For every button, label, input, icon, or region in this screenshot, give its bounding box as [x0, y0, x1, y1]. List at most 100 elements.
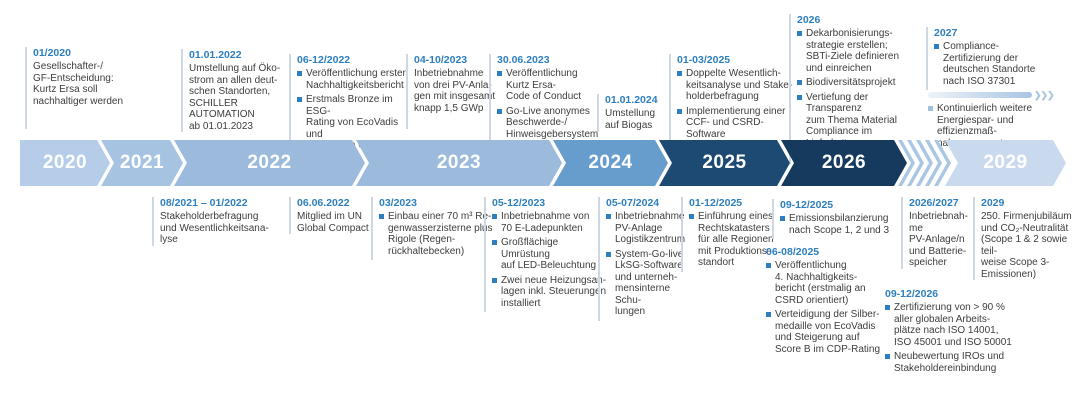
milestone-text: Zertifizierung von > 90 % aller globalen… [894, 302, 1012, 348]
milestone-date: 06-08/2025 [766, 246, 820, 258]
milestone-date: 01-03/2025 [677, 54, 731, 66]
milestone-text: Einführung eines Rechtskatasters für all… [698, 211, 774, 268]
milestone-block-01-2020: 01/2020 Gesellschafter-/ GF-Entscheidung… [25, 47, 143, 129]
milestone-text: Compliance- Zertifizierung der deutschen… [943, 41, 1036, 87]
bullet-square-icon [780, 216, 785, 221]
milestone-item: Inbetriebnahme PV-Anlage Logistikzentrum [606, 211, 692, 246]
milestone-text: Mitglied im UN Global Compact [297, 211, 369, 234]
bullet-square-icon [677, 108, 682, 114]
milestone-date: 04-10/2023 [414, 54, 468, 66]
milestone-text: Inbetriebnah- me PV-Anlage/n und Batteri… [909, 211, 968, 268]
milestone-item: Dekarbonisierungs- strategie erstellen; … [797, 28, 922, 74]
milestone-item: Veröffentlichung erster Nachhaltigkeitsb… [297, 68, 409, 91]
milestone-block-01-01-2024: 01.01.2024 Umstellung auf Biogas [597, 94, 673, 132]
milestone-item: Biodiversitätsprojekt [797, 77, 922, 89]
milestone-date: 2026 [797, 14, 821, 26]
timeline-segment-2020: 2020 [20, 140, 110, 186]
year-label: 2022 [247, 152, 292, 173]
milestone-block-01-12-2025: 01-12/2025 Einführung eines Rechtskatast… [681, 197, 775, 272]
bullet-square-icon [297, 71, 302, 76]
milestone-date: 03/2023 [379, 197, 417, 209]
milestone-text: Einbau einer 70 m³ Re- genwasserzisterne… [388, 211, 493, 257]
bullet-square-icon [797, 94, 802, 100]
milestone-block-01-03-2025: 01-03/2025 Doppelte Wesentlich- keitsana… [669, 54, 797, 143]
bullet-square-icon [492, 214, 497, 219]
bullet-square-icon [379, 214, 384, 219]
milestone-block-06-08-2025: 06-08/2025 Veröffentlichung 4. Nachhalti… [766, 246, 896, 358]
milestone-item: Inbetriebnahme von 70 E-Ladepunkten [492, 211, 608, 234]
milestone-text: System-Go-live LkSG-Software und unterne… [615, 248, 684, 318]
timeline-segment-2029: 2029 [945, 140, 1066, 186]
milestone-item: Doppelte Wesentlich- keitsanalyse und St… [677, 68, 797, 103]
timeline-segment-2026: 2026 [781, 140, 907, 186]
milestone-block-30-06-2023: 30.06.2023 Veröffentlichung Kurtz Ersa- … [489, 54, 598, 143]
milestone-date: 01.01.2022 [189, 49, 242, 61]
bullet-square-icon [492, 240, 497, 245]
milestone-block-09-12-2026: 09-12/2026 Zertifizierung von > 90 % all… [885, 288, 1037, 377]
milestone-date: 30.06.2023 [497, 54, 550, 66]
year-label: 2025 [702, 152, 747, 173]
milestone-block-03-2023: 03/2023 Einbau einer 70 m³ Re- genwasser… [371, 197, 493, 260]
bullet-square-icon [606, 251, 611, 257]
milestone-item: Großflächige Umrüstung auf LED-Beleuchtu… [492, 237, 608, 272]
milestone-item: Einführung eines Rechtskatasters für all… [689, 211, 775, 269]
timeline-segment-2024: 2024 [553, 140, 668, 186]
milestone-text: Verteidigung der Silber- medaille von Ec… [775, 309, 881, 355]
bullet-square-icon [885, 305, 890, 310]
milestone-item: Veröffentlichung 4. Nachhaltigkeits- ber… [766, 260, 896, 306]
milestone-date: 2026/2027 [909, 197, 959, 209]
milestone-block-2027: 2027 Compliance- Zertifizierung der deut… [926, 27, 1058, 90]
milestone-text: Zwei neue Heizungsan- lagen inkl. Steuer… [501, 274, 607, 309]
milestone-date: 06.06.2022 [297, 197, 350, 209]
milestone-text: Biodiversitätsprojekt [806, 77, 896, 88]
milestone-item: Zertifizierung von > 90 % aller globalen… [885, 302, 1037, 348]
milestone-item: Neubewertung IROs und Stakeholdereinbind… [885, 351, 1037, 374]
year-label: 2021 [119, 152, 165, 173]
milestone-date: 01/2020 [33, 47, 71, 59]
milestone-item: Emissionsbilanzierung nach Scope 1, 2 un… [780, 213, 904, 236]
year-label: 2029 [983, 152, 1028, 173]
continuous-arrow: ❯❯❯ [928, 91, 1073, 100]
milestone-date: 01-12/2025 [689, 197, 743, 209]
bullet-square-icon [606, 214, 611, 219]
timeline-segment-2022: 2022 [174, 140, 365, 186]
milestone-text: Emissionsbilanzierung nach Scope 1, 2 un… [789, 213, 890, 236]
bullet-square-light-icon [928, 106, 933, 111]
milestone-text: Veröffentlichung 4. Nachhaltigkeits- ber… [775, 260, 866, 306]
milestone-text: Umstellung auf Biogas [605, 108, 656, 131]
milestone-date: 09-12/2025 [780, 199, 834, 211]
timeline-segment-2021: 2021 [101, 140, 183, 186]
milestone-date: 08/2021 – 01/2022 [160, 197, 248, 209]
year-label: 2020 [42, 152, 88, 173]
milestone-item: Einbau einer 70 m³ Re- genwasserzisterne… [379, 211, 493, 257]
milestone-text: Veröffentlichung erster Nachhaltigkeitsb… [306, 68, 406, 91]
milestone-text: Inbetriebnahme von drei PV-Anla- gen mit… [414, 68, 496, 114]
milestone-block-09-12-2025: 09-12/2025 Emissionsbilanzierung nach Sc… [772, 199, 904, 239]
milestone-item: Go-Live anonymes Beschwerde-/ Hinweisgeb… [497, 106, 598, 141]
milestone-block-05-07-2024: 05-07/2024 Inbetriebnahme PV-Anlage Logi… [598, 197, 692, 321]
milestone-text: Veröffentlichung Kurtz Ersa- Code of Con… [506, 68, 582, 102]
milestone-text: Neubewertung IROs und Stakeholdereinbind… [894, 351, 1005, 374]
milestone-block-2026-2027: 2026/2027 Inbetriebnah- me PV-Anlage/n u… [901, 197, 975, 269]
bullet-square-icon [497, 71, 502, 76]
milestone-date: 06-12/2022 [297, 54, 351, 66]
milestone-item: Compliance- Zertifizierung der deutschen… [934, 41, 1058, 87]
milestone-block-01-01-2022: 01.01.2022 Umstellung auf Öko- strom an … [181, 49, 293, 132]
bullet-square-icon [766, 263, 771, 268]
milestone-item: Zwei neue Heizungsan- lagen inkl. Steuer… [492, 275, 608, 310]
milestone-date: 05-12/2023 [492, 197, 546, 209]
year-label: 2023 [436, 152, 482, 173]
bullet-square-icon [766, 312, 771, 317]
milestone-item: Veröffentlichung Kurtz Ersa- Code of Con… [497, 68, 597, 103]
milestone-text: Implementierung einer CCF- und CSRD- Sof… [686, 105, 786, 140]
milestone-text: Stakeholderbefragung und Wesentlichkeits… [160, 211, 269, 245]
bullet-square-icon [677, 71, 682, 76]
milestone-text: Gesellschafter-/ GF-Entscheidung: Kurtz … [33, 61, 124, 107]
milestone-text: Großflächige Umrüstung auf LED-Beleuchtu… [501, 237, 597, 271]
milestone-item: Implementierung einer CCF- und CSRD- Sof… [677, 106, 797, 141]
milestone-text: 250. Firmenjubiläum und CO₂-Neutralität … [981, 211, 1072, 280]
milestone-date: 01.01.2024 [605, 94, 658, 106]
milestone-text: Doppelte Wesentlich- keitsanalyse und St… [686, 68, 793, 102]
year-label: 2026 [821, 152, 867, 173]
milestone-text: Umstellung auf Öko- strom an allen deut-… [189, 63, 281, 132]
